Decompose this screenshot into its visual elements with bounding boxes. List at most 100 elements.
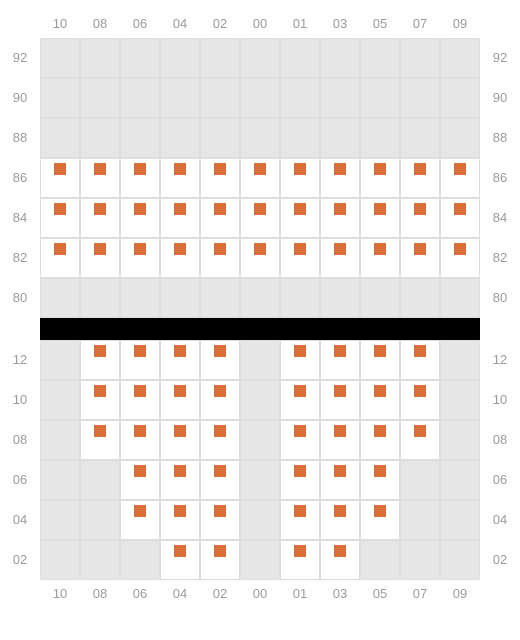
row-label: 82 (480, 238, 520, 278)
seat-cell[interactable] (80, 340, 120, 380)
seat-cell[interactable] (440, 198, 480, 238)
empty-cell (240, 380, 280, 420)
seat-cell[interactable] (400, 238, 440, 278)
seat-cell[interactable] (80, 420, 120, 460)
seat-cell[interactable] (280, 380, 320, 420)
seat-cell[interactable] (120, 380, 160, 420)
seat-cell[interactable] (200, 500, 240, 540)
seat-cell[interactable] (360, 198, 400, 238)
seat-cell[interactable] (400, 420, 440, 460)
seat-cell[interactable] (440, 158, 480, 198)
seat-cell[interactable] (120, 198, 160, 238)
seat-cell[interactable] (240, 238, 280, 278)
seat-cell[interactable] (160, 460, 200, 500)
seat-cell[interactable] (360, 420, 400, 460)
empty-cell (120, 118, 160, 158)
seat-cell[interactable] (280, 238, 320, 278)
seat-cell[interactable] (280, 340, 320, 380)
seat-cell[interactable] (320, 460, 360, 500)
seat-cell[interactable] (200, 158, 240, 198)
seat-cell[interactable] (40, 158, 80, 198)
seat-cell[interactable] (120, 340, 160, 380)
seat-cell[interactable] (320, 420, 360, 460)
seat-cell[interactable] (40, 238, 80, 278)
col-label: 01 (280, 580, 320, 608)
seat-cell[interactable] (120, 420, 160, 460)
seat-cell[interactable] (360, 340, 400, 380)
row-label: 90 (480, 78, 520, 118)
seat-cell[interactable] (160, 238, 200, 278)
seat-cell[interactable] (400, 158, 440, 198)
seat-cell[interactable] (120, 158, 160, 198)
seat-cell[interactable] (320, 198, 360, 238)
seat-marker-icon (214, 465, 226, 477)
seat-marker-icon (134, 203, 146, 215)
seat-cell[interactable] (280, 540, 320, 580)
seat-cell[interactable] (160, 500, 200, 540)
row-label: 10 (0, 380, 40, 420)
seat-cell[interactable] (80, 380, 120, 420)
seat-cell[interactable] (240, 158, 280, 198)
seat-cell[interactable] (80, 238, 120, 278)
seat-cell[interactable] (160, 420, 200, 460)
seat-cell[interactable] (160, 540, 200, 580)
seat-cell[interactable] (320, 500, 360, 540)
empty-cell (440, 78, 480, 118)
seat-cell[interactable] (120, 460, 160, 500)
seat-cell[interactable] (160, 158, 200, 198)
row-label: 92 (480, 38, 520, 78)
seat-cell[interactable] (280, 420, 320, 460)
empty-cell (400, 500, 440, 540)
seat-cell[interactable] (360, 500, 400, 540)
seat-cell[interactable] (280, 460, 320, 500)
seat-marker-icon (174, 163, 186, 175)
seat-cell[interactable] (200, 540, 240, 580)
seat-marker-icon (174, 425, 186, 437)
seat-cell[interactable] (200, 198, 240, 238)
seat-cell[interactable] (280, 198, 320, 238)
seat-cell[interactable] (400, 198, 440, 238)
seat-cell[interactable] (280, 158, 320, 198)
col-label: 10 (40, 10, 80, 38)
seat-cell[interactable] (240, 198, 280, 238)
seat-cell[interactable] (360, 380, 400, 420)
empty-cell (280, 38, 320, 78)
seat-cell[interactable] (320, 158, 360, 198)
seat-marker-icon (254, 163, 266, 175)
seat-marker-icon (94, 345, 106, 357)
seat-marker-icon (134, 425, 146, 437)
empty-cell (40, 118, 80, 158)
row-labels-right: 121008060402 (480, 340, 520, 580)
seat-marker-icon (334, 505, 346, 517)
seat-cell[interactable] (40, 198, 80, 238)
seat-cell[interactable] (120, 500, 160, 540)
seat-cell[interactable] (400, 340, 440, 380)
seat-cell[interactable] (320, 540, 360, 580)
seat-cell[interactable] (320, 340, 360, 380)
seat-cell[interactable] (360, 158, 400, 198)
seat-cell[interactable] (320, 238, 360, 278)
seat-marker-icon (294, 465, 306, 477)
seat-cell[interactable] (80, 158, 120, 198)
seat-cell[interactable] (200, 238, 240, 278)
seat-cell[interactable] (160, 380, 200, 420)
seat-cell[interactable] (360, 238, 400, 278)
empty-cell (240, 540, 280, 580)
row-label: 12 (0, 340, 40, 380)
empty-cell (400, 78, 440, 118)
seat-cell[interactable] (160, 198, 200, 238)
seat-cell[interactable] (80, 198, 120, 238)
seat-cell[interactable] (360, 460, 400, 500)
seat-cell[interactable] (200, 460, 240, 500)
seat-cell[interactable] (160, 340, 200, 380)
seat-cell[interactable] (400, 380, 440, 420)
seat-cell[interactable] (200, 340, 240, 380)
seat-cell[interactable] (320, 380, 360, 420)
empty-cell (40, 340, 80, 380)
seat-cell[interactable] (440, 238, 480, 278)
seat-cell[interactable] (280, 500, 320, 540)
seat-cell[interactable] (200, 420, 240, 460)
seat-cell[interactable] (200, 380, 240, 420)
row-label: 90 (0, 78, 40, 118)
seat-cell[interactable] (120, 238, 160, 278)
